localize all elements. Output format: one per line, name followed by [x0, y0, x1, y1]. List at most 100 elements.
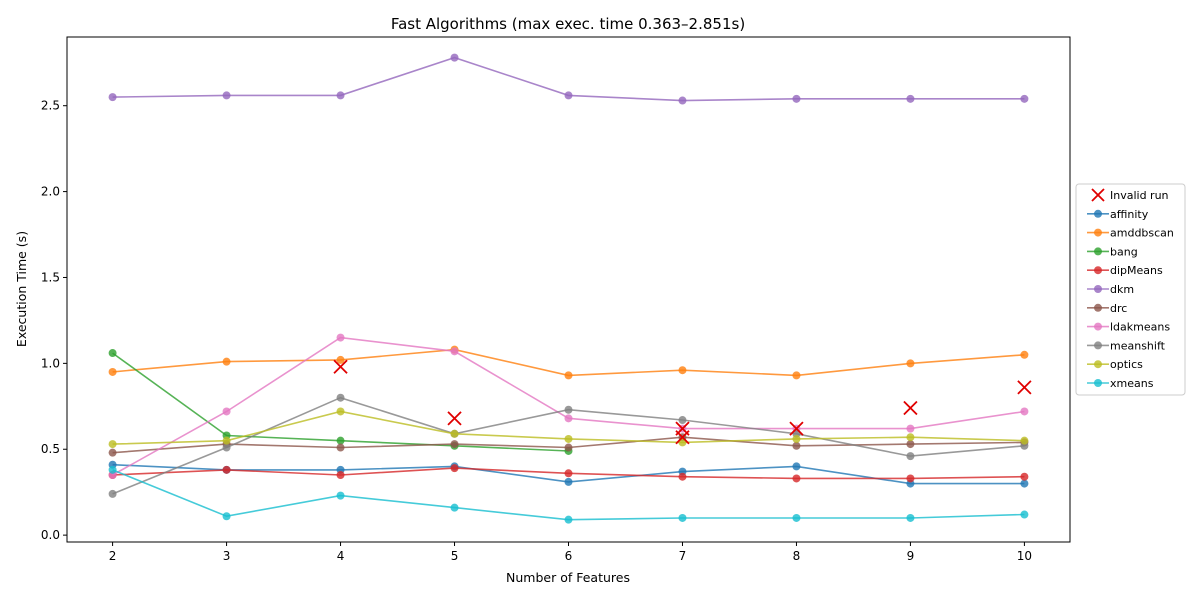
data-point-amddbscan — [564, 371, 573, 380]
legend-label-affinity: affinity — [1110, 208, 1149, 221]
data-point-drc — [564, 443, 573, 452]
data-point-amddbscan — [792, 371, 801, 380]
data-point-amddbscan — [108, 367, 117, 376]
data-point-dipMeans — [564, 469, 573, 478]
invalid-run-marker — [1017, 380, 1032, 395]
x-tick-label: 7 — [679, 549, 687, 563]
legend-label-dkm: dkm — [1110, 283, 1134, 296]
data-point-ldakmeans — [906, 424, 915, 433]
legend-marker-bang — [1094, 247, 1102, 256]
data-point-amddbscan — [336, 355, 345, 364]
x-axis-ticks: 2 3 4 5 6 7 8 9 10 — [109, 542, 1032, 563]
x-tick-label: 5 — [451, 549, 459, 563]
y-tick-label: 0.0 — [41, 528, 60, 542]
legend-marker-xmeans — [1094, 379, 1102, 387]
data-point-drc — [450, 440, 459, 449]
data-point-amddbscan — [678, 366, 687, 375]
legend-label-ldakmeans: ldakmeans — [1110, 321, 1170, 334]
data-point-dipMeans — [678, 472, 687, 481]
data-point-meanshift — [564, 405, 573, 414]
x-tick-label: 9 — [907, 549, 915, 563]
data-point-dkm — [678, 96, 687, 105]
axes-frame — [66, 36, 1071, 543]
data-point-dipMeans — [792, 474, 801, 483]
data-point-xmeans — [792, 513, 801, 522]
data-point-xmeans — [1020, 510, 1029, 519]
data-point-xmeans — [222, 512, 231, 521]
data-point-drc — [336, 443, 345, 452]
data-point-bang — [108, 349, 117, 358]
data-point-ldakmeans — [1020, 407, 1029, 416]
legend-label-bang: bang — [1110, 245, 1138, 258]
legend-marker-amddbscan — [1094, 228, 1102, 237]
data-point-optics — [906, 433, 915, 442]
x-axis-title: Number of Features — [506, 570, 630, 585]
data-point-optics — [1020, 436, 1029, 445]
data-point-xmeans — [108, 465, 117, 474]
invalid-run-markers — [333, 359, 1032, 445]
data-point-dkm — [108, 93, 117, 102]
data-point-ldakmeans — [222, 407, 231, 416]
data-point-dkm — [336, 91, 345, 100]
data-point-optics — [336, 407, 345, 416]
data-point-amddbscan — [222, 357, 231, 366]
data-point-amddbscan — [1020, 350, 1029, 359]
data-point-xmeans — [678, 513, 687, 522]
data-point-xmeans — [564, 515, 573, 524]
data-point-ldakmeans — [336, 333, 345, 342]
legend-marker-drc — [1094, 303, 1102, 312]
data-point-meanshift — [906, 452, 915, 461]
data-point-optics — [108, 440, 117, 449]
data-point-optics — [450, 429, 459, 438]
legend-label-dipMeans: dipMeans — [1110, 264, 1163, 277]
data-point-dkm — [792, 94, 801, 103]
data-point-meanshift — [108, 489, 117, 498]
x-tick-label: 6 — [565, 549, 573, 563]
data-point-optics — [222, 436, 231, 445]
y-axis-ticks: 0.0 0.5 1.0 1.5 2.0 2.5 — [41, 99, 67, 542]
x-tick-label: 4 — [337, 549, 345, 563]
data-point-xmeans — [906, 513, 915, 522]
series-layer — [108, 53, 1029, 524]
data-point-affinity — [564, 477, 573, 486]
plot-area: 2 3 4 5 6 7 8 9 10 0.0 0.5 1.0 1.5 2.0 2.5 — [41, 36, 1071, 563]
data-point-meanshift — [336, 393, 345, 402]
data-point-dkm — [564, 91, 573, 100]
data-point-drc — [108, 448, 117, 457]
data-point-dipMeans — [906, 474, 915, 483]
legend-marker-optics — [1094, 360, 1102, 369]
data-point-bang — [336, 436, 345, 445]
data-point-optics — [564, 434, 573, 443]
y-tick-label: 1.5 — [41, 270, 60, 284]
data-point-xmeans — [336, 491, 345, 500]
x-tick-label: 3 — [223, 549, 231, 563]
invalid-run-marker — [789, 421, 804, 436]
invalid-run-marker — [447, 411, 462, 426]
data-point-dkm — [450, 53, 459, 62]
x-tick-label: 8 — [793, 549, 801, 563]
data-point-xmeans — [450, 503, 459, 512]
data-point-affinity — [1020, 479, 1029, 488]
legend-label-drc: drc — [1110, 302, 1127, 315]
y-tick-label: 2.0 — [41, 185, 60, 199]
data-point-ldakmeans — [450, 347, 459, 356]
data-point-affinity — [792, 462, 801, 471]
x-tick-label: 2 — [109, 549, 117, 563]
legend-label-optics: optics — [1110, 358, 1143, 371]
data-point-drc — [792, 441, 801, 450]
legend: Invalid run affinity amddbscan bang dipMeans… — [1075, 183, 1186, 396]
invalid-run-marker — [333, 359, 348, 374]
y-axis-title: Execution Time (s) — [14, 231, 29, 347]
legend-marker-dkm — [1094, 285, 1102, 293]
invalid-run-marker — [675, 430, 690, 445]
y-tick-label: 2.5 — [41, 99, 60, 113]
x-tick-label: 10 — [1017, 549, 1032, 563]
data-point-dkm — [1020, 94, 1029, 103]
data-point-dipMeans — [450, 464, 459, 473]
data-point-dkm — [222, 91, 231, 100]
chart-title: Fast Algorithms (max exec. time 0.363–2.… — [391, 15, 745, 33]
legend-box — [1075, 183, 1186, 396]
data-point-dipMeans — [222, 465, 231, 474]
